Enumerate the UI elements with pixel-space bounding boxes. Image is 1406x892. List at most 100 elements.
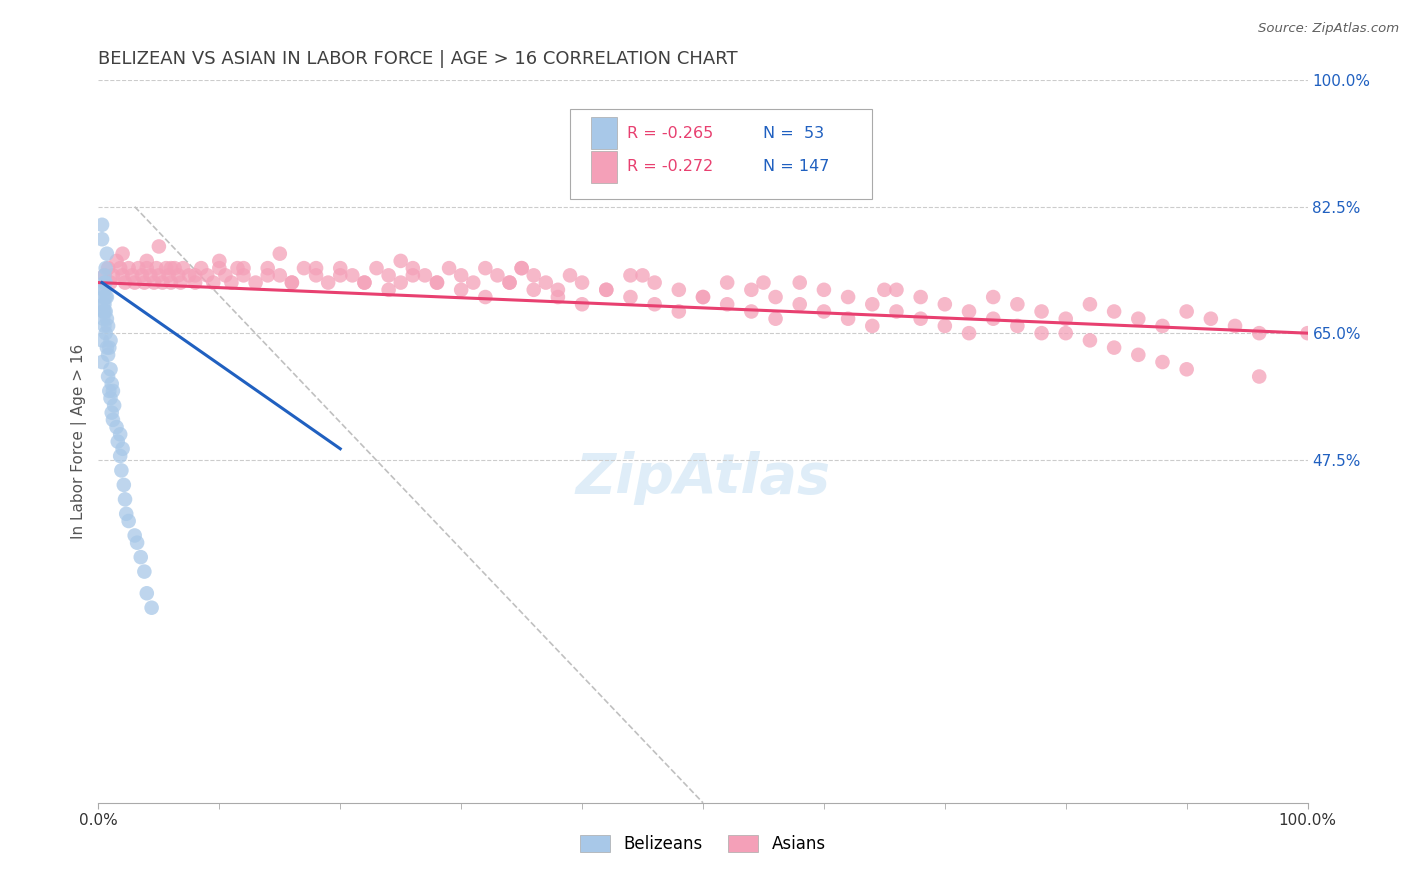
Point [111,246,134,260]
Point [105,253,128,268]
Point [547,283,569,297]
Point [644,297,666,311]
Point [108,261,131,276]
Point [1128,311,1150,326]
Point [97,369,120,384]
Point [1128,348,1150,362]
Point [91,334,114,348]
Point [93,268,115,283]
Point [269,268,291,283]
Point [1152,318,1174,333]
Point [498,276,520,290]
Point [1102,341,1125,355]
Point [547,290,569,304]
Point [981,290,1004,304]
Point [93,268,115,283]
Point [269,246,291,260]
Point [1031,304,1053,318]
Point [190,261,212,276]
Point [124,528,146,542]
Point [934,297,956,311]
Point [93,283,115,297]
Point [402,268,425,283]
Point [108,427,131,442]
Point [96,246,118,260]
Point [184,268,207,283]
Point [172,261,194,276]
Point [139,268,162,283]
Point [155,261,177,276]
Point [910,311,932,326]
Point [179,268,201,283]
Point [813,304,835,318]
Point [1223,318,1246,333]
Point [103,398,125,412]
Point [619,290,641,304]
Point [91,290,114,304]
Point [157,268,180,283]
Point [105,420,128,434]
Point [110,463,132,477]
Point [152,276,174,290]
Point [100,376,122,391]
Point [96,341,118,355]
Point [389,253,412,268]
Point [143,276,166,290]
Point [837,311,859,326]
Point [463,276,485,290]
Point [426,276,449,290]
Point [498,276,520,290]
Point [860,318,883,333]
Point [135,586,157,600]
Point [329,261,352,276]
Point [644,276,666,290]
Point [305,268,328,283]
Point [100,362,122,376]
Point [474,261,496,276]
Point [910,290,932,304]
Point [281,276,304,290]
Point [94,304,117,318]
Point [619,268,641,283]
Point [789,297,811,311]
Bar [591,117,617,149]
Point [108,449,131,463]
Point [91,304,114,318]
Point [214,268,236,283]
Point [134,276,156,290]
Point [121,268,143,283]
Point [100,334,122,348]
Point [571,276,593,290]
Point [94,261,117,276]
Point [377,283,399,297]
Point [134,565,156,579]
Point [1078,334,1101,348]
Point [100,391,122,405]
Point [366,261,388,276]
Point [292,261,315,276]
Point [523,268,546,283]
Point [740,283,762,297]
Point [426,276,449,290]
Point [94,326,117,340]
Point [1296,326,1319,340]
Point [100,276,122,290]
Point [118,514,141,528]
Point [184,276,207,290]
Point [111,442,134,456]
Point [91,355,114,369]
Point [135,261,157,276]
Point [96,290,118,304]
Point [353,276,375,290]
Point [141,600,163,615]
Point [98,384,121,398]
Point [94,290,117,304]
Point [131,268,153,283]
Text: N =  53: N = 53 [763,126,824,141]
Point [571,297,593,311]
Point [957,326,980,340]
Point [148,268,170,283]
Text: Source: ZipAtlas.com: Source: ZipAtlas.com [1258,22,1399,36]
Point [135,253,157,268]
Y-axis label: In Labor Force | Age > 16: In Labor Force | Age > 16 [72,344,87,539]
